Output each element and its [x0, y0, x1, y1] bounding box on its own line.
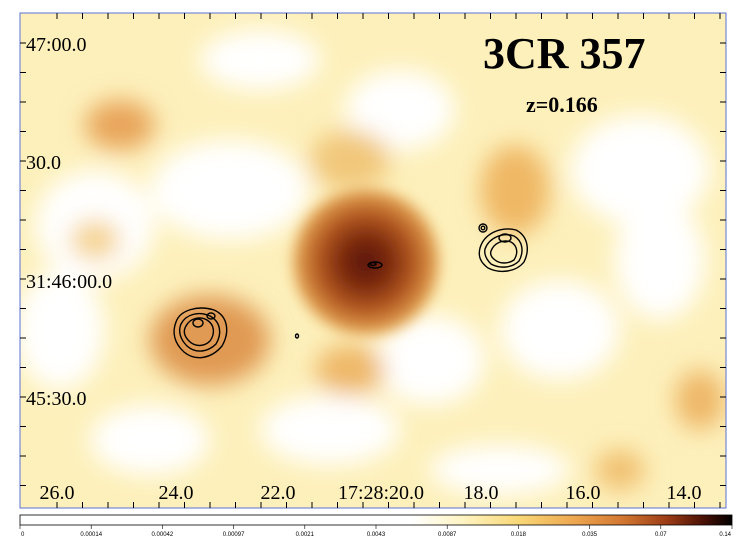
dec-label: 47:00.0: [26, 34, 87, 56]
ra-label: 26.0: [40, 482, 75, 504]
colorbar: 0 0.00014 0.00042 0.00097 0.0021 0.0043 0.0087…: [19, 514, 733, 538]
redshift-label: z=0.166: [526, 92, 598, 117]
dec-axis-labels: 47:00.0 30.0 31:46:00.0 45:30.0: [26, 34, 112, 410]
colorbar-gradient: [19, 514, 733, 526]
ra-label: 17:28:20.0: [338, 482, 424, 504]
core-contours: [294, 261, 383, 339]
colorbar-tick-label: 0: [21, 532, 25, 538]
tick-marks: [20, 13, 726, 508]
colorbar-tick-label: 0.14: [719, 532, 731, 538]
xray-image: [20, 13, 726, 508]
colorbar-tick-label: 0.018: [511, 532, 527, 538]
dec-label: 30.0: [26, 152, 61, 174]
colorbar-tick-label: 0.00014: [80, 532, 102, 538]
colorbar-tick-label: 0.0087: [438, 532, 457, 538]
colorbar-tick-label: 0.035: [582, 532, 598, 538]
colorbar-tick-label: 0.00097: [223, 532, 245, 538]
radio-contours: [173, 223, 528, 359]
colorbar-tick-label: 0.0021: [296, 532, 315, 538]
ra-label: 16.0: [566, 482, 601, 504]
colorbar-tick-label: 0.07: [655, 532, 667, 538]
ra-axis-labels: 26.0 24.0 22.0 17:28:20.0 18.0 16.0 14.0: [40, 482, 702, 504]
plot-frame: [19, 12, 727, 509]
dec-label: 45:30.0: [26, 388, 87, 410]
ra-label: 14.0: [667, 482, 702, 504]
colorbar-ticks: 0 0.00014 0.00042 0.00097 0.0021 0.0043 0.0087…: [19, 525, 733, 538]
diffuse-emission: [20, 30, 725, 495]
colorbar-tick-label: 0.0043: [367, 532, 386, 538]
ra-label: 22.0: [261, 482, 296, 504]
ra-label: 18.0: [464, 482, 499, 504]
colorbar-tick-label: 0.00042: [152, 532, 174, 538]
ra-label: 24.0: [159, 482, 194, 504]
cluster-core: [286, 182, 446, 342]
dec-label: 31:46:00.0: [26, 271, 112, 293]
west-lobe-contours: [173, 307, 228, 359]
east-lobe-contours: [478, 223, 528, 273]
source-title: 3CR 357: [483, 29, 646, 78]
